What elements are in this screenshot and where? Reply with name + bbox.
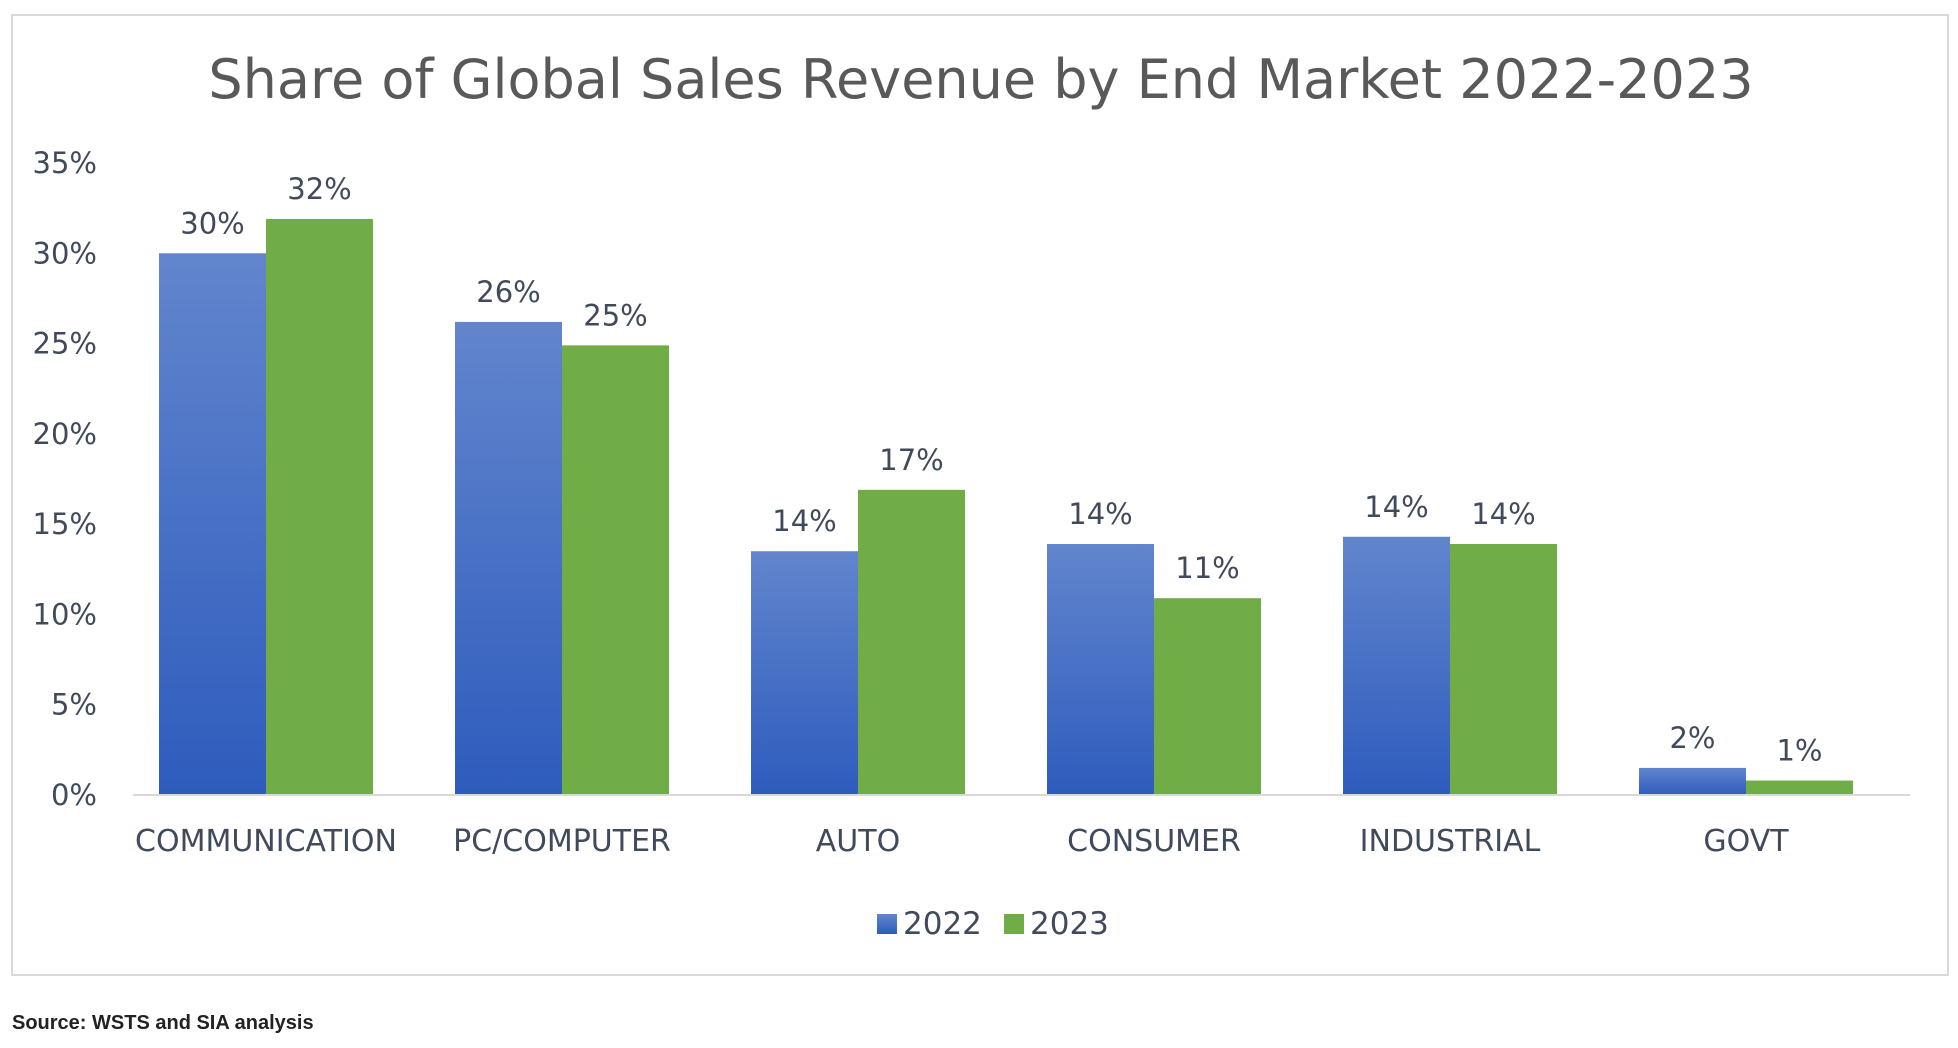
bar-2023-govt bbox=[1746, 780, 1853, 795]
bar-2023-pc-computer bbox=[562, 345, 669, 795]
data-label: 11% bbox=[1175, 551, 1239, 585]
y-tick-label: 35% bbox=[33, 146, 97, 180]
data-label: 14% bbox=[772, 504, 836, 538]
category-label: GOVT bbox=[1703, 824, 1789, 859]
source-note: Source: WSTS and SIA analysis bbox=[12, 1012, 314, 1034]
y-tick-label: 15% bbox=[33, 507, 97, 541]
category-labels: COMMUNICATION PC/COMPUTER AUTO CONSUMER INDU… bbox=[135, 824, 1789, 859]
data-label: 14% bbox=[1364, 490, 1428, 524]
bar-2023-consumer bbox=[1154, 598, 1261, 795]
y-tick-label: 10% bbox=[33, 597, 97, 631]
data-label: 26% bbox=[476, 275, 540, 309]
data-labels: 30% 32% 26% 25% 14% 17% 14% 11% 14% 14% 2% 1% bbox=[180, 172, 1822, 768]
bar-2023-auto bbox=[858, 489, 965, 795]
y-tick-label: 20% bbox=[33, 417, 97, 451]
data-label: 17% bbox=[879, 443, 943, 477]
bar-2022-consumer bbox=[1047, 544, 1154, 795]
legend-swatch-2022 bbox=[877, 914, 897, 934]
plot-bars bbox=[159, 218, 1853, 796]
chart-title: Share of Global Sales Revenue by End Mar… bbox=[208, 48, 1753, 111]
category-label: PC/COMPUTER bbox=[453, 824, 671, 859]
bar-2022-pc-computer bbox=[455, 321, 562, 795]
chart-svg: Share of Global Sales Revenue by End Mar… bbox=[33, 48, 1910, 942]
data-label: 32% bbox=[287, 172, 351, 206]
y-tick-label: 30% bbox=[33, 236, 97, 270]
y-axis-labels: 0% 5% 10% 15% 20% 25% 30% 35% bbox=[33, 146, 97, 812]
data-label: 14% bbox=[1471, 497, 1535, 531]
category-label: INDUSTRIAL bbox=[1360, 824, 1541, 859]
data-label: 14% bbox=[1068, 497, 1132, 531]
bar-2023-industrial bbox=[1450, 544, 1557, 795]
y-tick-label: 0% bbox=[51, 778, 97, 812]
category-label: COMMUNICATION bbox=[135, 824, 397, 859]
y-tick-label: 5% bbox=[51, 688, 97, 722]
data-label: 30% bbox=[180, 206, 244, 240]
data-label: 1% bbox=[1776, 734, 1822, 768]
bar-2022-govt bbox=[1639, 767, 1746, 795]
category-label: CONSUMER bbox=[1067, 824, 1241, 859]
y-tick-label: 25% bbox=[33, 327, 97, 361]
data-label: 2% bbox=[1669, 721, 1715, 755]
legend-label-2022: 2022 bbox=[903, 906, 982, 942]
data-label: 25% bbox=[583, 298, 647, 332]
bar-2022-industrial bbox=[1343, 536, 1450, 795]
legend-label-2023: 2023 bbox=[1030, 906, 1109, 942]
legend-swatch-2023 bbox=[1004, 914, 1024, 934]
bar-2022-auto bbox=[751, 551, 858, 795]
bar-2023-communication bbox=[266, 218, 373, 795]
chart-frame: Share of Global Sales Revenue by End Mar… bbox=[11, 14, 1949, 976]
legend: 2022 2023 bbox=[877, 906, 1109, 942]
category-label: AUTO bbox=[816, 824, 900, 859]
bar-2022-communication bbox=[159, 253, 266, 796]
